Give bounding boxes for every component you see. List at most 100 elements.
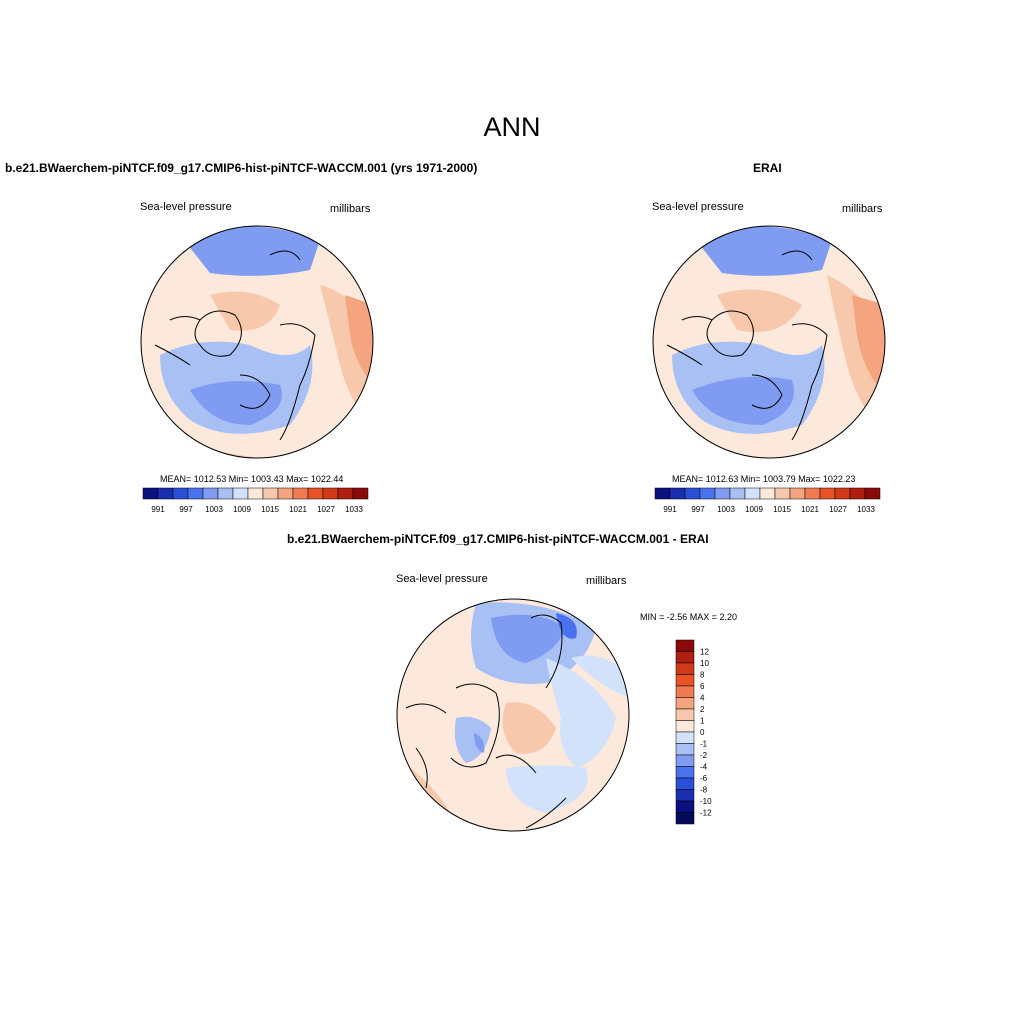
high-pressure-region bbox=[852, 295, 885, 395]
colorbar-swatch bbox=[675, 651, 695, 664]
colorbar-swatch bbox=[714, 487, 731, 500]
colorbar-swatch bbox=[675, 639, 695, 652]
colorbar-swatch bbox=[172, 487, 189, 500]
colorbar-label: 1021 bbox=[289, 505, 307, 514]
map-border bbox=[652, 225, 886, 459]
colorbar-label: 1027 bbox=[829, 505, 847, 514]
coastline bbox=[154, 250, 301, 366]
colorbar-swatch bbox=[675, 754, 695, 767]
negative-difference-region bbox=[491, 614, 566, 663]
colorbar-swatch bbox=[675, 674, 695, 687]
panel-2-colorbar: 991 997 1003 1009 1015 1021 1027 1033 bbox=[654, 487, 881, 514]
colorbar-label: 997 bbox=[691, 505, 705, 514]
colorbar-label: -12 bbox=[700, 809, 712, 818]
panel-1-map bbox=[140, 225, 374, 459]
panel-3-units-label: millibars bbox=[586, 575, 627, 587]
colorbar-swatch bbox=[675, 697, 695, 710]
panel-2-variable-label: Sea-level pressure bbox=[652, 201, 744, 213]
panel-1-title: b.e21.BWaerchem-piNTCF.f09_g17.CMIP6-his… bbox=[5, 161, 478, 175]
colorbar-label: 1009 bbox=[233, 505, 251, 514]
coastline bbox=[194, 310, 316, 441]
high-pressure-region bbox=[345, 295, 373, 385]
low-pressure-region bbox=[692, 376, 794, 425]
colorbar-swatch bbox=[675, 685, 695, 698]
negative-difference-region bbox=[474, 733, 485, 753]
panel-1-units-label: millibars bbox=[330, 203, 371, 215]
colorbar-swatch bbox=[669, 487, 686, 500]
colorbar-swatch bbox=[157, 487, 174, 500]
colorbar-swatch bbox=[699, 487, 716, 500]
colorbar-swatch bbox=[247, 487, 264, 500]
colorbar-swatch bbox=[675, 812, 695, 825]
colorbar-swatch bbox=[675, 766, 695, 779]
panel-2-units-label: millibars bbox=[842, 203, 883, 215]
panel-3-variable-label: Sea-level pressure bbox=[396, 573, 488, 585]
colorbar-label: 1009 bbox=[745, 505, 763, 514]
panel-2-stats: MEAN= 1012.63 Min= 1003.79 Max= 1022.23 bbox=[672, 474, 856, 484]
colorbar-swatch bbox=[789, 487, 806, 500]
map-border bbox=[396, 598, 630, 832]
colorbar-swatch bbox=[142, 487, 159, 500]
colorbar-label: 1027 bbox=[317, 505, 335, 514]
colorbar-swatch bbox=[654, 487, 671, 500]
coastline bbox=[706, 310, 828, 441]
colorbar-label: 1015 bbox=[773, 505, 791, 514]
panel-2-title: ERAI bbox=[753, 161, 782, 175]
coastline bbox=[405, 703, 567, 829]
colorbar-swatch bbox=[675, 800, 695, 813]
colorbar-swatch bbox=[322, 487, 339, 500]
low-pressure-region bbox=[190, 381, 282, 425]
colorbar-swatch bbox=[675, 731, 695, 744]
high-pressure-region bbox=[717, 289, 802, 333]
colorbar-swatch bbox=[864, 487, 881, 500]
colorbar-label: -4 bbox=[700, 763, 708, 772]
colorbar-label: 997 bbox=[179, 505, 193, 514]
figure-title: ANN bbox=[483, 112, 541, 142]
colorbar-label: 12 bbox=[700, 648, 709, 657]
colorbar-swatch bbox=[729, 487, 746, 500]
coastline bbox=[666, 250, 813, 366]
colorbar-label: 1003 bbox=[717, 505, 735, 514]
colorbar-label: 2 bbox=[700, 705, 705, 714]
colorbar-label: 0 bbox=[700, 728, 705, 737]
colorbar-swatch bbox=[277, 487, 294, 500]
colorbar-swatch bbox=[759, 487, 776, 500]
colorbar-label: 1033 bbox=[345, 505, 363, 514]
colorbar-label: -8 bbox=[700, 786, 708, 795]
panel-2-map bbox=[652, 225, 886, 459]
colorbar-swatch bbox=[307, 487, 324, 500]
colorbar-label: 1021 bbox=[801, 505, 819, 514]
panel-3-stats: MIN = -2.56 MAX = 2.20 bbox=[640, 612, 738, 622]
colorbar-label: 1015 bbox=[261, 505, 279, 514]
colorbar-swatch bbox=[774, 487, 791, 500]
colorbar-swatch bbox=[232, 487, 249, 500]
colorbar-label: -6 bbox=[700, 774, 708, 783]
colorbar-swatch bbox=[684, 487, 701, 500]
colorbar-swatch bbox=[262, 487, 279, 500]
colorbar-swatch bbox=[217, 487, 234, 500]
colorbar-swatch bbox=[187, 487, 204, 500]
colorbar-swatch bbox=[337, 487, 354, 500]
colorbar-label: 991 bbox=[663, 505, 677, 514]
colorbar-swatch bbox=[675, 708, 695, 721]
colorbar-label: 1033 bbox=[857, 505, 875, 514]
low-pressure-region bbox=[692, 226, 832, 276]
positive-difference-region bbox=[502, 702, 556, 754]
negative-difference-region bbox=[546, 658, 616, 768]
colorbar-label: 1 bbox=[700, 717, 705, 726]
colorbar-swatch bbox=[675, 777, 695, 790]
colorbar-label: 6 bbox=[700, 682, 705, 691]
colorbar-swatch bbox=[675, 662, 695, 675]
high-pressure-region bbox=[210, 291, 280, 331]
colorbar-label: -2 bbox=[700, 751, 708, 760]
colorbar-label: 991 bbox=[151, 505, 165, 514]
colorbar-swatch bbox=[819, 487, 836, 500]
colorbar-swatch bbox=[675, 743, 695, 756]
colorbar-label: 8 bbox=[700, 671, 705, 680]
negative-difference-region bbox=[506, 765, 588, 813]
negative-difference-region bbox=[571, 655, 629, 698]
colorbar-swatch bbox=[834, 487, 851, 500]
colorbar-swatch bbox=[202, 487, 219, 500]
colorbar-swatch bbox=[292, 487, 309, 500]
